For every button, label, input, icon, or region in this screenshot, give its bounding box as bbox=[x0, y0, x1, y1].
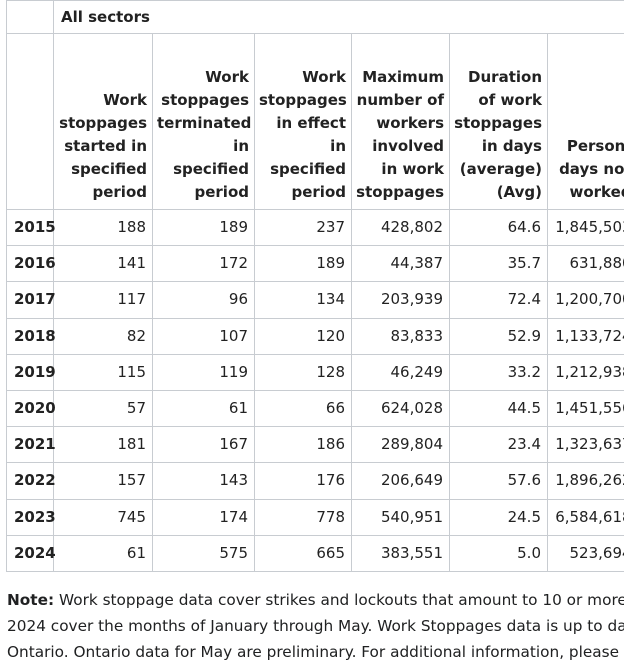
table-cell: 745 bbox=[53, 498, 153, 536]
table-cell: 1,451,556 bbox=[546, 389, 624, 428]
table-cell: 540,951 bbox=[351, 498, 450, 536]
table-cell: 665 bbox=[254, 534, 352, 572]
table-cell: 186 bbox=[254, 426, 352, 464]
table-cell: 181 bbox=[53, 426, 153, 464]
row-year: 2022 bbox=[6, 462, 56, 500]
table-cell: 289,804 bbox=[351, 426, 450, 464]
row-year: 2018 bbox=[6, 317, 56, 355]
table-row: 2015 188 189 237 428,802 64.6 1,845,503 bbox=[6, 208, 624, 247]
table-cell: 203,939 bbox=[351, 281, 450, 319]
table-row: 2022 157 143 176 206,649 57.6 1,896,262 bbox=[6, 462, 624, 500]
corner-cell bbox=[6, 0, 54, 34]
col-header-duration: Duration of work stoppages in days (aver… bbox=[449, 33, 548, 210]
table-cell: 96 bbox=[152, 281, 255, 319]
table-cell: 23.4 bbox=[449, 426, 548, 464]
row-year: 2020 bbox=[6, 389, 56, 428]
work-stoppages-table: All sectors Work stoppages started in sp… bbox=[6, 0, 624, 572]
table-cell: 134 bbox=[254, 281, 352, 319]
col-header-terminated: Work stoppages terminated in specified p… bbox=[152, 33, 255, 210]
col-header-started: Work stoppages started in specified peri… bbox=[53, 33, 153, 210]
group-header-all-sectors: All sectors bbox=[52, 0, 624, 34]
row-year: 2024 bbox=[6, 534, 56, 572]
table-cell: 523,694 bbox=[546, 534, 624, 572]
table-row: 2018 82 107 120 83,833 52.9 1,133,724 bbox=[6, 317, 624, 355]
table-cell: 1,896,262 bbox=[546, 462, 624, 500]
note-label: Note: bbox=[7, 591, 55, 609]
table-cell: 176 bbox=[254, 462, 352, 500]
table-cell: 1,200,700 bbox=[546, 281, 624, 319]
table-cell: 383,551 bbox=[351, 534, 450, 572]
column-header-row: Work stoppages started in specified peri… bbox=[6, 33, 624, 210]
table-cell: 117 bbox=[53, 281, 153, 319]
table-cell: 35.7 bbox=[449, 245, 548, 283]
table-row: 2019 115 119 128 46,249 33.2 1,212,938 bbox=[6, 353, 624, 391]
row-year: 2015 bbox=[6, 208, 56, 247]
table-row: 2017 117 96 134 203,939 72.4 1,200,700 bbox=[6, 281, 624, 319]
table-cell: 64.6 bbox=[449, 208, 548, 247]
table-cell: 44.5 bbox=[449, 389, 548, 428]
table-cell: 5.0 bbox=[449, 534, 548, 572]
table-cell: 72.4 bbox=[449, 281, 548, 319]
table-cell: 189 bbox=[254, 245, 352, 283]
table-cell: 428,802 bbox=[351, 208, 450, 247]
table-cell: 167 bbox=[152, 426, 255, 464]
table-cell: 66 bbox=[254, 389, 352, 428]
table-cell: 107 bbox=[152, 317, 255, 355]
table-row: 2021 181 167 186 289,804 23.4 1,323,637 bbox=[6, 426, 624, 464]
table-cell: 52.9 bbox=[449, 317, 548, 355]
table-cell: 46,249 bbox=[351, 353, 450, 391]
table-cell: 141 bbox=[53, 245, 153, 283]
table-cell: 82 bbox=[53, 317, 153, 355]
row-year: 2021 bbox=[6, 426, 56, 464]
table-body: 2015 188 189 237 428,802 64.6 1,845,503 2016 141… bbox=[6, 208, 624, 572]
table-row: 2023 745 174 778 540,951 24.5 6,584,618 bbox=[6, 498, 624, 536]
table-cell: 189 bbox=[152, 208, 255, 247]
table-cell: 1,845,503 bbox=[546, 208, 624, 247]
table-cell: 188 bbox=[53, 208, 153, 247]
table-cell: 83,833 bbox=[351, 317, 450, 355]
col-header-in-effect: Work stoppages in effect in specified pe… bbox=[254, 33, 352, 210]
note-line-3: Ontario. Ontario data for May are prelim… bbox=[7, 643, 624, 661]
table-cell: 57.6 bbox=[449, 462, 548, 500]
table-cell: 157 bbox=[53, 462, 153, 500]
table-cell: 778 bbox=[254, 498, 352, 536]
table-cell: 57 bbox=[53, 389, 153, 428]
table-cell: 61 bbox=[152, 389, 255, 428]
row-year: 2019 bbox=[6, 353, 56, 391]
note-line-1: Work stoppage data cover strikes and loc… bbox=[54, 591, 624, 609]
note-text: Note: Work stoppage data cover strikes a… bbox=[7, 587, 624, 665]
row-year: 2016 bbox=[6, 245, 56, 283]
group-header-row: All sectors bbox=[6, 0, 624, 34]
table-cell: 143 bbox=[152, 462, 255, 500]
col-header-person-days: Person-days not worked bbox=[546, 33, 624, 210]
table-cell: 128 bbox=[254, 353, 352, 391]
table-cell: 1,323,637 bbox=[546, 426, 624, 464]
table-cell: 24.5 bbox=[449, 498, 548, 536]
year-header-cell bbox=[6, 33, 54, 210]
table-cell: 119 bbox=[152, 353, 255, 391]
table-cell: 631,880 bbox=[546, 245, 624, 283]
table-cell: 174 bbox=[152, 498, 255, 536]
note-line-2: 2024 cover the months of January through… bbox=[7, 617, 624, 635]
table-row: 2020 57 61 66 624,028 44.5 1,451,556 bbox=[6, 389, 624, 428]
table-cell: 206,649 bbox=[351, 462, 450, 500]
table-cell: 61 bbox=[53, 534, 153, 572]
table-cell: 575 bbox=[152, 534, 255, 572]
table-cell: 120 bbox=[254, 317, 352, 355]
table-cell: 44,387 bbox=[351, 245, 450, 283]
table-cell: 33.2 bbox=[449, 353, 548, 391]
table-cell: 1,133,724 bbox=[546, 317, 624, 355]
table-cell: 6,584,618 bbox=[546, 498, 624, 536]
table-cell: 624,028 bbox=[351, 389, 450, 428]
col-header-max-workers: Maximum number of workers involved in wo… bbox=[351, 33, 450, 210]
row-year: 2023 bbox=[6, 498, 56, 536]
table-cell: 1,212,938 bbox=[546, 353, 624, 391]
table-cell: 237 bbox=[254, 208, 352, 247]
table-cell: 172 bbox=[152, 245, 255, 283]
row-year: 2017 bbox=[6, 281, 56, 319]
table-cell: 115 bbox=[53, 353, 153, 391]
